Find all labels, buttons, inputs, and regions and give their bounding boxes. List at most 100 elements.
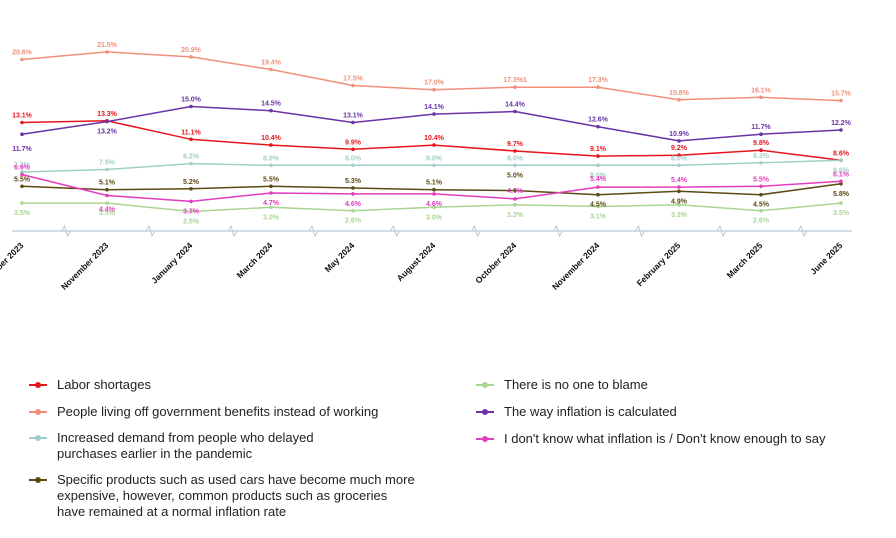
data-label: 4.6%: [345, 201, 362, 208]
data-point: [839, 128, 843, 132]
data-label: 4.7%: [263, 200, 280, 207]
data-label: 8.0%: [263, 155, 280, 162]
legend-item-government-benefits: People living off government benefits in…: [29, 404, 429, 420]
data-label: 15.0%: [181, 97, 202, 104]
data-point: [677, 185, 681, 189]
legend-swatch: [476, 404, 494, 420]
data-point: [839, 98, 843, 103]
data-point: [189, 199, 193, 204]
data-label: 8.3%: [753, 153, 770, 160]
axis-break-mark: [635, 224, 645, 238]
data-point: [189, 104, 193, 109]
data-label: 2.6%: [345, 218, 362, 225]
legend-label: There is no one to blame: [504, 377, 648, 392]
data-point: [20, 201, 24, 205]
data-point: [189, 187, 193, 191]
legend-item-dont-know: I don't know what inflation is / Don't k…: [476, 431, 876, 447]
data-label: 6.9%: [14, 165, 31, 172]
data-labels: 13.1% 13.3% 11.1% 10.4% 9.9% 10.4% 9.7% 9.1% 9.2…: [12, 42, 852, 226]
data-point: [189, 55, 193, 59]
data-point: [432, 87, 436, 92]
data-label: 4.9%: [671, 198, 688, 205]
axis-break-mark: [227, 224, 238, 238]
legend-item-no-one-to-blame: There is no one to blame: [476, 377, 876, 393]
data-point: [20, 170, 24, 174]
data-label: 4.6%: [426, 201, 443, 208]
axis-break-mark: [390, 224, 400, 238]
data-label: 13.3%: [97, 111, 118, 118]
data-point: [269, 205, 273, 210]
data-point: [677, 189, 681, 194]
data-label: 3.5%: [14, 210, 31, 217]
data-label: 3.1%: [590, 214, 607, 221]
legend-item-increased-demand: Increased demand from people who delayed…: [29, 430, 359, 462]
legend-swatch: [476, 431, 494, 447]
legend-swatch: [29, 472, 47, 488]
data-label: 5.5%: [753, 176, 770, 183]
data-label: 15.7%: [831, 91, 852, 98]
data-point: [432, 143, 436, 147]
data-point: [351, 208, 355, 213]
legend-swatch: [29, 430, 47, 446]
data-label: 5.1%: [99, 180, 116, 187]
data-point: [20, 120, 24, 125]
data-point: [677, 203, 681, 207]
data-point: [759, 184, 763, 189]
data-point: [596, 192, 600, 197]
axis-break-mark: [716, 224, 727, 238]
x-axis: [12, 224, 852, 238]
data-label: 14.1%: [424, 104, 445, 111]
data-point: [105, 50, 109, 54]
data-point: [351, 163, 355, 168]
data-point: [839, 182, 843, 186]
data-label: 14.4%: [505, 102, 526, 109]
data-label: 5.5%: [14, 176, 31, 183]
data-point: [513, 188, 517, 193]
axis-break-mark: [471, 224, 481, 238]
data-label: 5.4%: [590, 176, 607, 183]
data-label: 3.3%: [507, 212, 524, 219]
data-label: 19.4%: [261, 60, 282, 67]
data-label: 10.4%: [261, 135, 282, 142]
legend-label: People living off government benefits in…: [57, 404, 379, 419]
data-point: [20, 172, 24, 177]
data-label: 3.7%: [183, 208, 200, 215]
data-label: 2.6%: [753, 218, 770, 225]
data-label: 17.5%: [343, 76, 364, 83]
data-label: 13.1%: [12, 113, 33, 120]
data-point: [513, 149, 517, 153]
data-point: [759, 95, 763, 100]
data-point: [105, 119, 109, 124]
data-label: 9.9%: [345, 139, 362, 146]
data-label: 4.4%: [99, 207, 116, 214]
axis-break-mark: [797, 224, 808, 238]
data-label: 8.0%: [590, 172, 607, 179]
legend-label: The way inflation is calculated: [504, 404, 677, 419]
data-label: 11.1%: [181, 129, 201, 136]
legend-swatch: [29, 377, 47, 393]
data-point: [269, 108, 273, 113]
data-label: 7.5%: [99, 160, 116, 167]
data-point: [189, 209, 193, 214]
data-label: 10.9%: [669, 131, 690, 138]
data-point: [759, 148, 763, 152]
data-point: [20, 184, 24, 189]
data-label: 4.0%: [507, 188, 524, 195]
data-label: 14.5%: [261, 101, 282, 108]
legend-label: I don't know what inflation is / Don't k…: [504, 431, 826, 446]
data-point: [432, 187, 436, 192]
data-label: 5.3%: [345, 178, 362, 185]
data-point: [596, 204, 600, 209]
data-label: 11.7%: [12, 146, 32, 153]
data-point: [596, 185, 600, 189]
data-point: [677, 153, 681, 157]
data-label: 5.5%: [263, 176, 280, 183]
data-label: 21.5%: [97, 42, 118, 49]
data-point: [839, 158, 843, 163]
data-label: 9.8%: [753, 140, 770, 147]
data-label: 3.0%: [426, 214, 443, 221]
data-point: [513, 85, 517, 89]
data-point: [432, 112, 436, 116]
data-point: [432, 205, 436, 210]
data-point: [596, 85, 600, 89]
